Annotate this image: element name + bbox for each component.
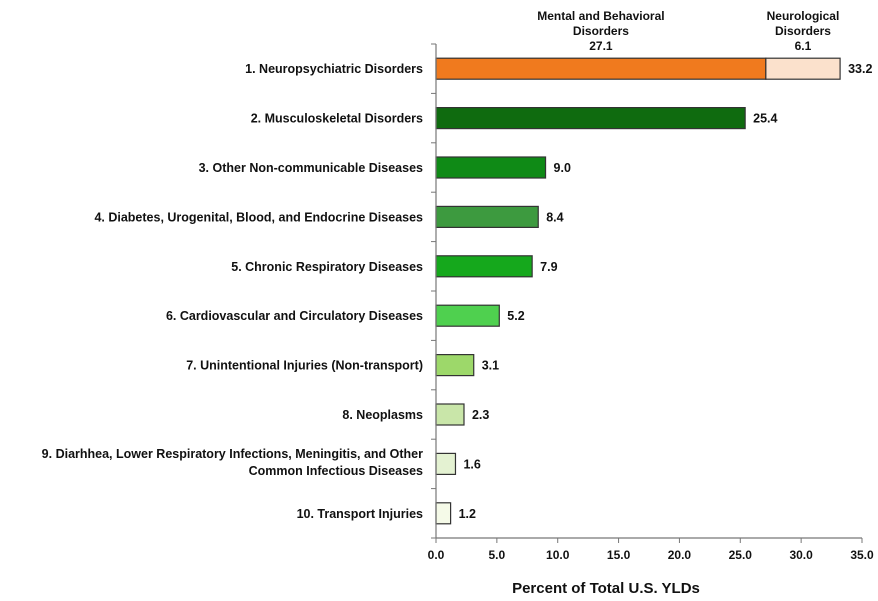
bar-segment-7-1 [435, 354, 475, 377]
annotation-1-line-3: 27.1 [589, 39, 613, 53]
category-label-6: 6. Cardiovascular and Circulatory Diseas… [166, 309, 423, 323]
category-label-9-line-1: 9. Diarhhea, Lower Respiratory Infection… [42, 447, 423, 461]
bar-segment-6-1 [435, 304, 500, 327]
bar-segment-1-1 [435, 57, 767, 80]
bar-segment-5-1 [435, 255, 533, 278]
bar-segment-4-1 [435, 205, 539, 228]
annotation-2-line-1: Neurological [767, 9, 840, 23]
value-label-3: 9.0 [554, 161, 571, 175]
value-label-6: 5.2 [507, 309, 524, 323]
annotation-1-line-2: Disorders [573, 24, 629, 38]
annotation-2-line-2: Disorders [775, 24, 831, 38]
bar-segment-3-1 [435, 156, 547, 179]
value-label-9: 1.6 [463, 457, 480, 471]
value-label-1: 33.2 [848, 62, 872, 76]
category-labels-group: 1. Neuropsychiatric Disorders 2. Musculos… [42, 62, 423, 521]
category-label-7: 7. Unintentional Injuries (Non-transport… [186, 359, 423, 373]
category-label-1: 1. Neuropsychiatric Disorders [245, 62, 423, 76]
category-label-9-line-2: Common Infectious Diseases [249, 464, 423, 478]
x-tick-label-0: 0.0 [428, 548, 445, 562]
annotations-group: Mental and BehavioralDisorders27.1Neurol… [537, 9, 839, 53]
value-label-4: 8.4 [546, 210, 563, 224]
bar-segment-8-1 [435, 403, 465, 426]
x-tick-label-4: 20.0 [668, 548, 692, 562]
bars-group [435, 57, 841, 525]
annotation-2-line-3: 6.1 [795, 39, 812, 53]
bar-segment-1-2 [765, 57, 841, 80]
value-label-5: 7.9 [540, 260, 557, 274]
category-label-8: 8. Neoplasms [342, 408, 423, 422]
x-tick-label-7: 35.0 [850, 548, 874, 562]
bar-segment-10-1 [435, 502, 452, 525]
category-label-2: 2. Musculoskeletal Disorders [251, 112, 423, 126]
x-tick-label-6: 30.0 [789, 548, 813, 562]
category-label-3: 3. Other Non-communicable Diseases [199, 161, 423, 175]
axes-group: 0.0 5.0 10.0 15.0 20.0 25.0 30.0 35.0 [428, 43, 874, 562]
x-tick-label-5: 25.0 [729, 548, 753, 562]
value-label-10: 1.2 [459, 507, 476, 521]
category-label-5: 5. Chronic Respiratory Diseases [231, 260, 423, 274]
bar-segment-9-1 [435, 452, 457, 475]
x-tick-label-3: 15.0 [607, 548, 631, 562]
value-labels-group: 33.2 25.4 9.0 8.4 7.9 5.2 3.1 2.3 1.6 1.2 [459, 62, 873, 521]
category-label-4: 4. Diabetes, Urogenital, Blood, and Endo… [94, 210, 423, 224]
x-tick-label-1: 5.0 [489, 548, 506, 562]
bar-segment-2-1 [435, 106, 746, 130]
x-axis-title: Percent of Total U.S. YLDs [512, 580, 700, 597]
category-label-10: 10. Transport Injuries [297, 507, 423, 521]
annotation-1-line-1: Mental and Behavioral [537, 9, 664, 23]
value-label-2: 25.4 [753, 112, 777, 126]
x-tick-label-2: 10.0 [546, 548, 570, 562]
value-label-7: 3.1 [482, 359, 499, 373]
value-label-8: 2.3 [472, 408, 489, 422]
